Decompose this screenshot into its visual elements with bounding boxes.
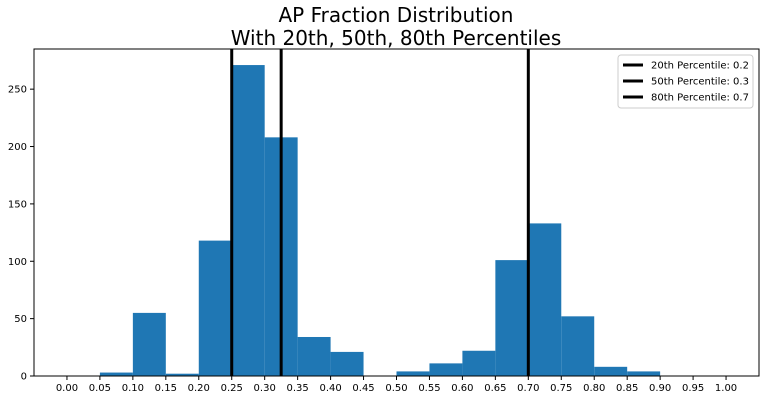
x-tick-label: 0.65: [484, 383, 506, 394]
histogram-bar: [99, 372, 133, 376]
histogram-bar: [429, 363, 463, 376]
y-tick-label: 0: [21, 372, 27, 383]
histogram-bar: [297, 336, 331, 376]
y-axis: 0 50 100 150 200 250: [8, 85, 34, 383]
legend-label: 80th Percentile: 0.7: [651, 93, 749, 104]
x-tick-label: 0.50: [385, 383, 407, 394]
x-tick-label: 0.00: [56, 383, 78, 394]
y-tick-label: 50: [14, 314, 27, 325]
x-tick-label: 0.75: [550, 383, 572, 394]
x-tick-label: 0.25: [221, 383, 243, 394]
x-tick-label: 0.80: [583, 383, 605, 394]
legend: 20th Percentile: 0.2 50th Percentile: 0.3…: [617, 54, 754, 109]
x-tick-label: 0.40: [319, 383, 341, 394]
legend-label: 50th Percentile: 0.3: [651, 77, 749, 88]
chart-title-line-1: AP Fraction Distribution: [279, 3, 514, 27]
bars-group: [99, 65, 661, 376]
y-tick-label: 150: [8, 199, 27, 210]
histogram-bar: [198, 240, 232, 376]
x-tick-label: 0.20: [188, 383, 210, 394]
histogram-bar: [231, 65, 265, 376]
x-tick-label: 0.55: [418, 383, 440, 394]
y-tick-label: 100: [8, 257, 27, 268]
histogram-bar: [594, 366, 628, 376]
histogram-bar: [132, 312, 166, 376]
x-tick-label: 0.30: [254, 383, 276, 394]
x-tick-label: 0.10: [122, 383, 144, 394]
x-tick-label: 0.45: [352, 383, 374, 394]
x-tick-label: 0.70: [517, 383, 539, 394]
x-tick-label: 0.90: [649, 383, 671, 394]
legend-box: [617, 54, 754, 109]
x-tick-label: 0.15: [155, 383, 177, 394]
legend-label: 20th Percentile: 0.2: [651, 61, 749, 72]
histogram-bar: [627, 371, 661, 376]
histogram-bar: [165, 373, 199, 376]
x-axis: 0.00 0.05 0.10 0.15 0.20 0.25 0.30 0.35 0.40 0.45…: [56, 376, 737, 394]
histogram-bar: [462, 350, 496, 376]
chart-title-line-2: With 20th, 50th, 80th Percentiles: [231, 26, 562, 50]
y-tick-label: 200: [8, 142, 27, 153]
x-tick-label: 0.60: [451, 383, 473, 394]
histogram-bar: [561, 316, 595, 376]
histogram-bar: [396, 371, 430, 376]
histogram-bar: [495, 260, 529, 376]
histogram-bar: [330, 351, 364, 376]
percentile-lines-group: [230, 49, 530, 376]
x-tick-label: 0.05: [89, 383, 111, 394]
x-tick-label: 0.95: [682, 383, 704, 394]
x-tick-label: 0.85: [616, 383, 638, 394]
y-tick-label: 250: [8, 85, 27, 96]
x-tick-label: 0.35: [287, 383, 309, 394]
x-tick-label: 1.00: [715, 383, 737, 394]
histogram-bar: [528, 223, 562, 376]
